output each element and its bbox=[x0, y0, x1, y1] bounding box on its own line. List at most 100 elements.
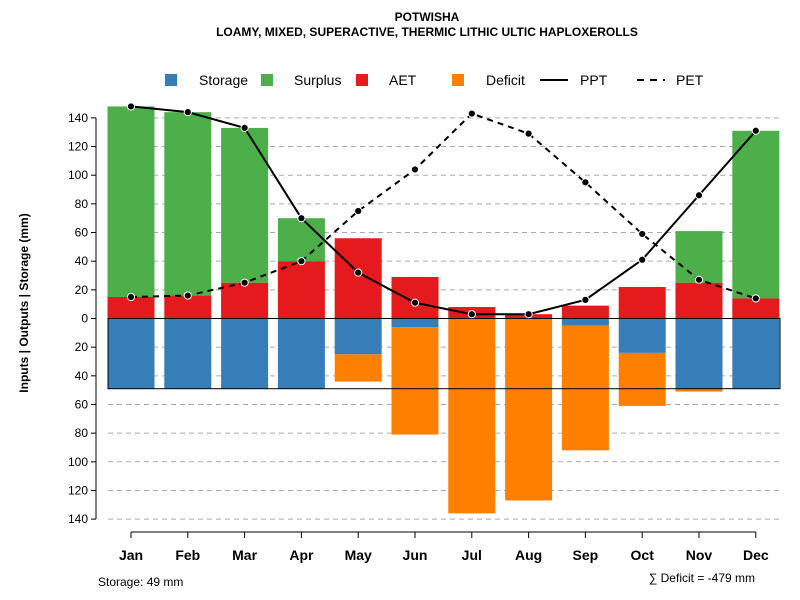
gridlines bbox=[108, 117, 780, 520]
bar-storage-sep bbox=[561, 318, 609, 326]
bar-aet-dec bbox=[732, 298, 780, 319]
pet-line-point bbox=[410, 165, 420, 174]
y-tick-label: 100 bbox=[68, 168, 88, 182]
x-tick-label-nov: Nov bbox=[686, 547, 713, 563]
pet-line-point bbox=[467, 109, 476, 118]
legend-label-aet: AET bbox=[389, 72, 417, 88]
bar-deficit-jul bbox=[448, 318, 496, 514]
ppt-line-point bbox=[467, 310, 476, 319]
bar-aet-feb bbox=[164, 295, 212, 319]
bar-surplus-apr bbox=[277, 218, 325, 262]
bar-aet-sep bbox=[561, 305, 609, 319]
bar-aet-jun bbox=[391, 276, 439, 319]
y-tick-label: 60 bbox=[75, 226, 89, 240]
ppt-line-point bbox=[354, 268, 363, 277]
bars bbox=[107, 106, 780, 514]
y-tick-label: 40 bbox=[75, 254, 89, 268]
x-tick-label-aug: Aug bbox=[515, 547, 542, 563]
bar-storage-jun bbox=[391, 318, 439, 328]
bar-deficit-nov bbox=[675, 388, 723, 392]
y-tick-label: 40 bbox=[75, 369, 89, 383]
pet-line-point bbox=[581, 178, 590, 187]
storage-note: Storage: 49 mm bbox=[98, 575, 183, 589]
legend-label-storage: Storage bbox=[199, 72, 248, 88]
x-tick-label-oct: Oct bbox=[631, 547, 655, 563]
bar-storage-feb bbox=[164, 318, 212, 389]
bar-surplus-nov bbox=[675, 231, 723, 283]
y-tick-label: 140 bbox=[68, 512, 88, 526]
ppt-line bbox=[130, 105, 757, 316]
pet-line-point bbox=[297, 257, 306, 266]
y-tick-label: 100 bbox=[68, 455, 88, 469]
y-tick-label: 20 bbox=[75, 340, 89, 354]
storage-frame bbox=[107, 318, 781, 390]
bar-storage-jan bbox=[107, 318, 155, 389]
y-tick-label: 140 bbox=[68, 111, 88, 125]
bar-storage-nov bbox=[675, 318, 723, 389]
pet-line-point bbox=[240, 278, 249, 287]
legend: Storage Surplus AET Deficit PPT PET bbox=[165, 72, 704, 88]
pet-line-point bbox=[354, 206, 363, 216]
y-tick-label: 80 bbox=[75, 426, 89, 440]
ppt-line-point bbox=[581, 295, 590, 304]
bar-aet-apr bbox=[277, 261, 325, 319]
deficit-sum: ∑ Deficit = -479 mm bbox=[649, 571, 755, 585]
lines bbox=[126, 102, 760, 319]
pet-line-point bbox=[126, 292, 136, 302]
legend-label-ppt: PPT bbox=[580, 72, 608, 88]
pet-line-point bbox=[638, 229, 647, 239]
ppt-line-point bbox=[240, 123, 249, 133]
bar-surplus-mar bbox=[221, 127, 269, 283]
legend-label-deficit: Deficit bbox=[486, 72, 525, 88]
bar-aet-nov bbox=[675, 282, 723, 319]
bar-aet-oct bbox=[618, 286, 666, 319]
bar-storage-dec bbox=[732, 318, 780, 389]
pet-line-point bbox=[183, 291, 192, 300]
x-tick-label-jul: Jul bbox=[462, 547, 482, 563]
ppt-line-point bbox=[183, 108, 192, 117]
x-tick-label-jan: Jan bbox=[119, 547, 143, 563]
bar-storage-oct bbox=[618, 318, 666, 353]
bar-aet-may bbox=[334, 238, 382, 319]
y-tick-label: 0 bbox=[81, 312, 88, 326]
legend-label-surplus: Surplus bbox=[294, 72, 341, 88]
x-tick-label-dec: Dec bbox=[743, 547, 769, 563]
legend-swatch-aet bbox=[356, 74, 368, 86]
bar-surplus-dec bbox=[732, 130, 780, 299]
ppt-line-point bbox=[751, 126, 760, 135]
pet-line-point bbox=[694, 275, 704, 284]
x-tick-label-feb: Feb bbox=[175, 547, 200, 563]
pet-line-point bbox=[524, 129, 533, 138]
bar-deficit-sep bbox=[561, 325, 609, 451]
ppt-line-point bbox=[410, 298, 420, 307]
x-tick-label-sep: Sep bbox=[573, 547, 599, 563]
bar-storage-apr bbox=[277, 318, 325, 389]
bar-deficit-aug bbox=[505, 318, 553, 501]
y-tick-label: 80 bbox=[75, 197, 89, 211]
legend-swatch-surplus bbox=[261, 74, 273, 86]
legend-swatch-deficit bbox=[452, 74, 464, 86]
axes: 140 120 100 80 60 40 20 0 20 40 60 80 100 120 140 Jan Fe… bbox=[68, 111, 769, 563]
x-tick-label-mar: Mar bbox=[232, 547, 257, 563]
y-tick-label: 20 bbox=[75, 283, 89, 297]
storage-capacity-box bbox=[107, 318, 781, 390]
y-tick-label: 60 bbox=[75, 397, 89, 411]
bar-deficit-oct bbox=[618, 352, 666, 406]
x-tick-label-jun: Jun bbox=[403, 547, 428, 563]
ppt-line-point bbox=[694, 191, 704, 200]
legend-swatch-storage bbox=[165, 74, 177, 86]
bar-aet-jan bbox=[107, 297, 155, 319]
chart-subtitle: LOAMY, MIXED, SUPERACTIVE, THERMIC LITHI… bbox=[216, 25, 638, 39]
ppt-line-point bbox=[297, 214, 306, 223]
y-tick-label: 120 bbox=[68, 483, 88, 497]
bar-aet-mar bbox=[221, 282, 269, 319]
pet-line-point bbox=[751, 294, 760, 303]
bar-storage-mar bbox=[221, 318, 269, 389]
bar-surplus-jan bbox=[107, 106, 155, 298]
x-tick-label-may: May bbox=[345, 547, 372, 563]
chart-title: POTWISHA bbox=[395, 10, 460, 24]
bar-deficit-may bbox=[334, 354, 382, 382]
x-tick-label-apr: Apr bbox=[289, 547, 314, 563]
bar-surplus-feb bbox=[164, 112, 212, 296]
